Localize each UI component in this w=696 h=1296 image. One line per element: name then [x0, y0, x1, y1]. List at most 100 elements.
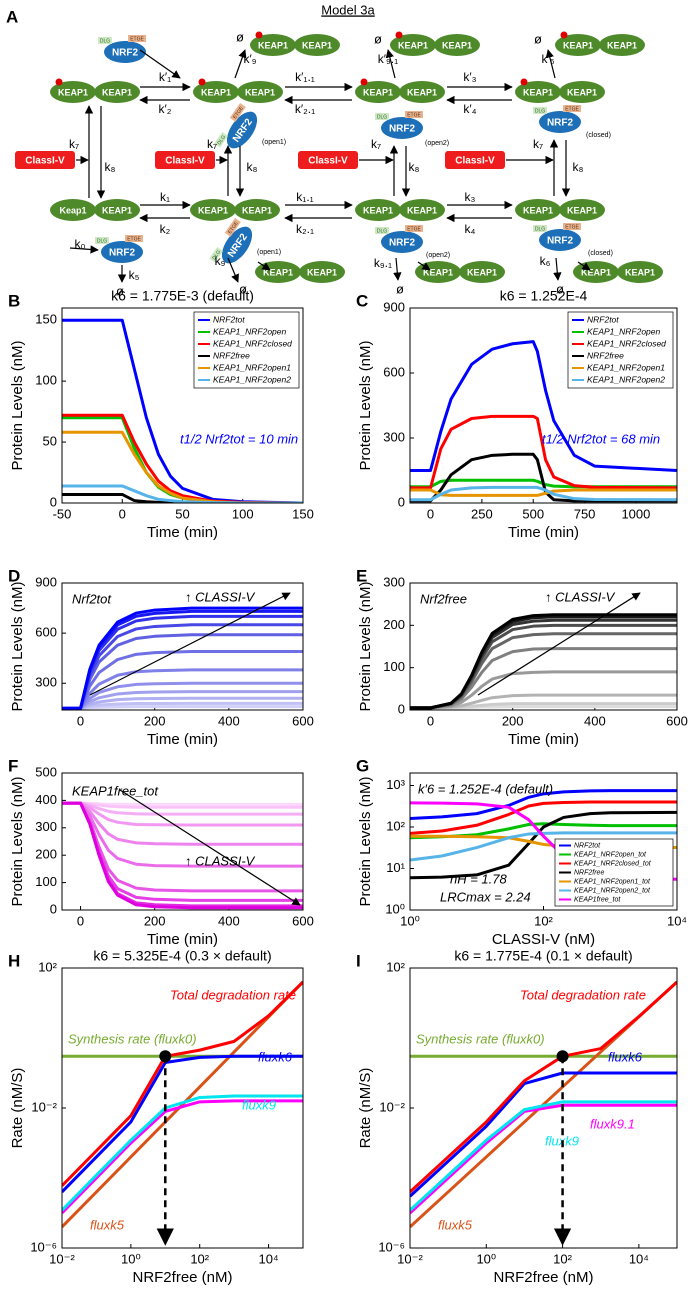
degraded-symbol: ø: [116, 283, 124, 298]
x-tick-label: 750: [574, 506, 596, 521]
reaction-arrow: [227, 257, 239, 283]
x-tick-label: 400: [584, 713, 606, 728]
nrf2-body: [539, 111, 581, 133]
y-tick-label: 10⁻⁶: [30, 1239, 57, 1254]
dlg-label: DLG: [377, 228, 387, 234]
nrf2-body: [381, 117, 423, 139]
y-tick-label: 900: [35, 574, 57, 589]
keap1: [94, 199, 140, 221]
plot-lines: [410, 613, 677, 710]
x-axis-label: Time (min): [508, 524, 579, 541]
y-axis-label: Protein Levels (nM): [357, 776, 374, 906]
modification-dot: [198, 78, 206, 86]
nrf2-label: NRF2: [389, 238, 416, 249]
series-label: Synthesis rate (fluxk0): [416, 1031, 545, 1046]
chart-title: k6 = 5.325E-4 (0.3 × default): [93, 948, 271, 964]
keap1: [94, 81, 140, 103]
y-tick-label: 600: [383, 364, 405, 379]
y-tick-label: 150: [35, 312, 57, 327]
x-tick-label: 10⁴: [259, 1251, 279, 1266]
degraded-symbol: ø: [374, 31, 382, 46]
rate-constant: k′₉: [243, 52, 256, 66]
keap1: [515, 199, 561, 221]
legend-label: NRF2free: [213, 350, 250, 360]
rate-constant: k′₁: [159, 70, 171, 84]
legend-box: [193, 311, 300, 389]
dlg-tag: [95, 237, 109, 244]
annotation: t1/2 Nrf2tot = 68 min: [542, 431, 660, 446]
y-tick-label: 0: [398, 701, 405, 716]
legend-label: KEAP1_NRF2open2: [213, 374, 291, 384]
keap1-label: KEAP1: [242, 205, 272, 215]
state-label: (open2): [425, 140, 449, 147]
series-line: [410, 452, 677, 503]
plot-frame: [61, 582, 304, 711]
chart-title: k6 = 1.775E-3 (default): [111, 288, 254, 304]
keap1-label: KEAP1: [467, 267, 497, 277]
figure-title: Model 3a: [321, 2, 375, 17]
keap1-label: KEAP1: [523, 87, 553, 97]
series-line: [62, 980, 303, 1187]
series-line: [410, 789, 677, 821]
keap1-label: KEAP1: [363, 87, 393, 97]
keap1: [355, 81, 401, 103]
legend-label: KEAP1_NRF2open: [213, 326, 287, 336]
class-box: [445, 151, 505, 169]
keap1-dimer: KEAP1 KEAP1: [555, 31, 645, 56]
rate-constant: k′₁.₁: [295, 70, 315, 84]
etge-label: ETGE: [130, 36, 144, 42]
x-tick-label: 400: [218, 913, 240, 928]
keap1: [390, 34, 436, 56]
reaction-arrow: [553, 257, 562, 281]
keap1-dimer: KEAP1 KEAP1: [190, 199, 280, 221]
panel-letter: A: [6, 7, 18, 26]
x-tick-label: 10⁰: [121, 1251, 141, 1266]
series-label: Synthesis rate (fluxk0): [68, 1031, 197, 1046]
state-label: (open1): [257, 249, 281, 256]
y-tick-label: 100: [35, 373, 57, 388]
rate-constant: k′₂.₁: [295, 102, 315, 116]
y-tick-label: 400: [35, 792, 57, 807]
panel-letter: F: [8, 756, 18, 775]
series-line: [62, 492, 303, 503]
y-axis-label: Protein Levels (nM): [9, 776, 26, 906]
rate-constant: k₂: [160, 222, 171, 236]
keap1-label: KEAP1: [407, 205, 437, 215]
class-box: [155, 151, 215, 169]
reaction-arrow: [234, 49, 247, 79]
rate-constant: k′₄: [463, 102, 476, 116]
legend-label: KEAP1_NRF2open2_tot: [574, 887, 651, 894]
keap1-label: KEAP1: [567, 87, 597, 97]
series-line: [410, 414, 677, 490]
series-line: [410, 980, 677, 1194]
y-tick-label: 900: [383, 299, 405, 314]
class-box: [15, 151, 75, 169]
x-tick-label: 10⁴: [629, 1251, 649, 1266]
rate-constant: k′₆: [541, 52, 554, 66]
rate-constant: k₉.₁: [374, 256, 392, 270]
etge-tag: [563, 223, 581, 230]
series-line: [410, 1071, 677, 1198]
legend-label: NRF2tot: [213, 314, 245, 324]
series-line: [410, 1103, 677, 1215]
x-axis-label: NRF2free (nM): [493, 1269, 593, 1286]
rate-constant: k₇: [207, 137, 217, 151]
x-tick-label: 400: [218, 713, 240, 728]
x-axis-label: CLASSI-V (nM): [492, 931, 595, 948]
reaction-arrow: [139, 49, 181, 79]
keap1-dimer: KEAP1 KEAP1: [415, 261, 505, 283]
degraded-symbol: ø: [236, 29, 244, 44]
x-tick-label: 10⁴: [667, 913, 687, 928]
etge-label: ETGE: [127, 236, 141, 242]
keap1-label: KEAP1: [58, 87, 88, 97]
series-line: [410, 800, 677, 835]
series-line: [410, 485, 677, 502]
class-label: ClassI-V: [455, 156, 495, 167]
keap1-label: KEAP1: [407, 87, 437, 97]
y-tick-label: 200: [35, 847, 57, 862]
